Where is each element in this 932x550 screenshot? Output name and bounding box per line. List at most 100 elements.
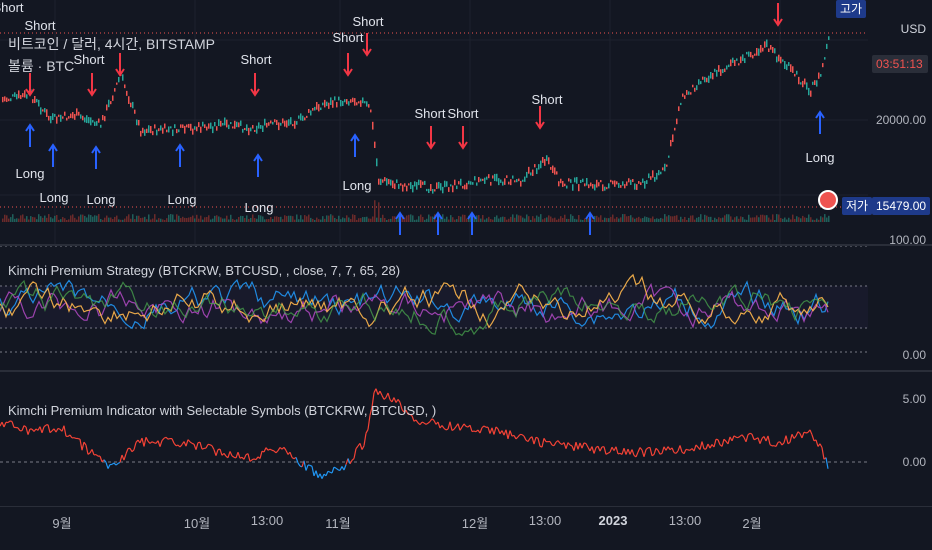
volume-bar	[798, 217, 800, 222]
volume-bar	[166, 218, 168, 222]
premium-segment	[451, 428, 455, 431]
volume-bar	[80, 214, 82, 222]
volume-bar	[110, 217, 112, 222]
premium-segment	[731, 435, 735, 442]
volume-bar	[272, 218, 274, 222]
candle	[510, 179, 512, 186]
indicator-axis[interactable]: 5.00 0.00	[868, 372, 932, 506]
strategy-axis[interactable]: 100.00 0.00	[868, 233, 932, 370]
volume-bar	[426, 218, 428, 222]
candle	[172, 129, 174, 137]
strategy-chart[interactable]	[0, 246, 868, 370]
volume-bar	[154, 214, 156, 222]
premium-segment	[459, 426, 463, 431]
premium-segment	[335, 467, 339, 471]
volume-bar	[738, 218, 740, 222]
candle	[714, 68, 716, 72]
volume-bar	[504, 216, 506, 222]
strategy-title[interactable]: Kimchi Premium Strategy (BTCKRW, BTCUSD,…	[8, 263, 401, 278]
indicator-pane[interactable]: Kimchi Premium Indicator with Selectable…	[0, 372, 868, 506]
premium-segment	[333, 466, 337, 469]
premium-segment	[801, 431, 805, 439]
indicator-chart[interactable]	[0, 372, 868, 506]
candle	[562, 180, 564, 187]
volume-bar	[178, 215, 180, 222]
candle	[770, 45, 772, 50]
volume-bar	[670, 216, 672, 222]
candle	[766, 39, 768, 48]
candle	[386, 178, 388, 186]
pane-separator[interactable]	[0, 370, 932, 372]
indicator-title[interactable]: Kimchi Premium Indicator with Selectable…	[8, 403, 437, 418]
volume-title[interactable]: 볼륨 · BTC	[8, 58, 75, 74]
premium-segment	[17, 427, 21, 432]
volume-bar	[530, 219, 532, 222]
candle	[46, 109, 48, 118]
candle	[472, 182, 474, 185]
premium-segment	[237, 452, 241, 459]
candle	[674, 127, 676, 131]
candle	[270, 120, 272, 124]
volume-bar	[334, 217, 336, 222]
pane-separator[interactable]	[0, 244, 932, 246]
candle	[686, 90, 688, 95]
strategy-pane[interactable]: Kimchi Premium Strategy (BTCKRW, BTCUSD,…	[0, 246, 868, 370]
long-arrow-head	[815, 110, 825, 119]
volume-bar	[456, 219, 458, 222]
volume-bar	[58, 219, 60, 222]
volume-bar	[46, 217, 48, 222]
premium-segment	[603, 446, 607, 455]
strategy-axis-bottom: 0.00	[902, 348, 926, 362]
price-chart[interactable]	[0, 0, 868, 244]
premium-segment	[383, 397, 387, 400]
candle	[218, 119, 220, 126]
short-signal-label: Short	[332, 30, 364, 45]
candle	[536, 168, 538, 175]
premium-segment	[425, 422, 429, 425]
volume-bar	[228, 219, 230, 222]
short-arrow-head	[362, 48, 372, 57]
premium-segment	[227, 451, 231, 458]
volume-bar	[174, 219, 176, 222]
candle	[676, 118, 678, 125]
price-pane[interactable]: 비트코인 / 달러, 4시간, BITSTAMP 볼륨 · BTC ShortS…	[0, 0, 868, 244]
volume-bar	[44, 215, 46, 222]
volume-bar	[674, 215, 676, 222]
volume-bar	[378, 202, 380, 222]
time-axis[interactable]	[0, 506, 932, 550]
candle	[682, 93, 684, 97]
candle	[428, 188, 430, 194]
premium-segment	[397, 399, 401, 403]
premium-segment	[479, 427, 483, 434]
volume-bar	[442, 214, 444, 222]
candle	[582, 178, 584, 183]
long-signal-label: Long	[15, 166, 45, 181]
premium-segment	[103, 459, 107, 463]
candle	[782, 59, 784, 62]
volume-bar	[198, 218, 200, 222]
candle	[88, 117, 90, 124]
volume-bar	[444, 218, 446, 222]
candle	[434, 189, 436, 192]
premium-segment	[805, 431, 809, 434]
premium-segment	[297, 462, 301, 467]
volume-bar	[790, 219, 792, 222]
candle	[278, 122, 280, 131]
premium-segment	[3, 422, 7, 428]
volume-bar	[704, 214, 706, 222]
candle	[742, 54, 744, 61]
flag-icon[interactable]	[818, 190, 838, 210]
premium-segment	[171, 438, 175, 444]
oscillator-line	[0, 282, 829, 329]
premium-segment	[581, 442, 585, 449]
candle	[338, 96, 340, 101]
symbol-title[interactable]: 비트코인 / 달러, 4시간, BITSTAMP	[8, 36, 216, 52]
premium-segment	[409, 413, 413, 417]
price-axis[interactable]: USD 20000.00	[868, 0, 932, 244]
premium-segment	[371, 392, 375, 408]
premium-segment	[457, 423, 461, 431]
candle	[106, 104, 108, 111]
candle	[500, 179, 502, 183]
candle	[470, 181, 472, 185]
premium-segment	[399, 402, 403, 410]
